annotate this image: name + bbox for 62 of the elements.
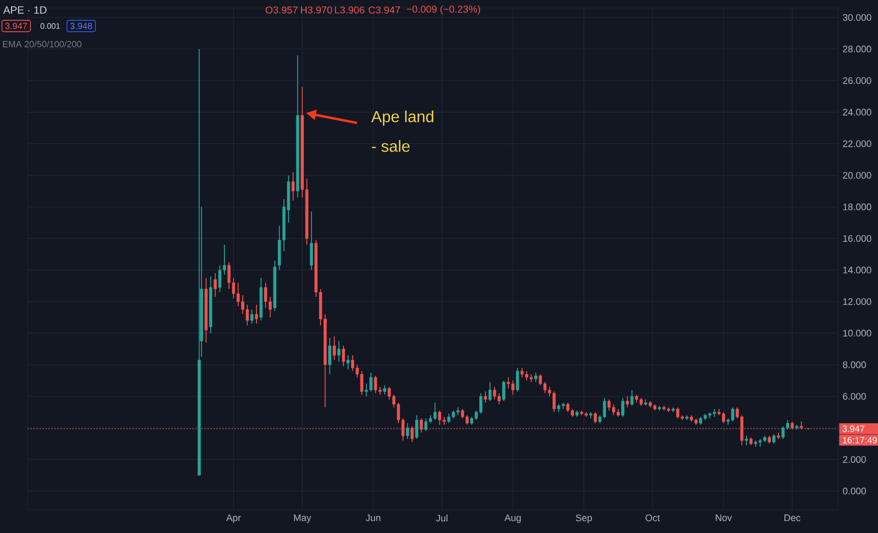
text: 16:17:49 (842, 436, 877, 444)
y-tick-label: 10.000 (843, 330, 872, 337)
candlestick (772, 434, 776, 444)
y-tick-label: 6.000 (843, 392, 866, 400)
candlestick (406, 422, 410, 440)
candlestick (502, 380, 506, 402)
candlestick (328, 337, 332, 375)
annotation: H3.970 (301, 6, 332, 14)
candlestick (488, 382, 492, 402)
x-tick-label: Jun (366, 514, 380, 522)
x-tick-label: Jul (436, 514, 448, 522)
candlestick (346, 354, 350, 370)
annotation: 0.001 (40, 23, 60, 29)
candlestick (214, 272, 217, 298)
x-tick-label: May (294, 514, 312, 524)
y-tick-label: 2.000 (843, 456, 866, 463)
candlestick (292, 172, 295, 202)
candlestick (626, 396, 629, 408)
y-tick-label: 16.000 (843, 235, 872, 242)
candlestick (332, 336, 336, 360)
y-tick-label: 12.000 (843, 298, 872, 305)
text: 3.947 (5, 22, 27, 30)
candlestick (484, 391, 487, 404)
annotation: −0.009 (−0.23%) (406, 5, 480, 15)
y-tick-label: 18.000 (843, 204, 872, 210)
x-tick-label: Dec (784, 514, 800, 522)
x-tick-label: Sep (576, 514, 592, 524)
x-tick-label: Nov (716, 514, 732, 522)
annotation: O3.957 (266, 6, 298, 14)
annotation: C3.947 (368, 6, 400, 14)
candlestick (744, 435, 748, 446)
y-tick-label: 24.000 (843, 108, 872, 116)
y-tick-label: 20.000 (843, 172, 872, 179)
candlestick (250, 309, 254, 324)
y-tick-label: 22.000 (843, 140, 872, 148)
candlestick (337, 340, 340, 362)
candlestick (621, 397, 624, 418)
candlestick (594, 412, 597, 424)
candlestick (516, 367, 519, 392)
annotation: L3.906 (335, 6, 364, 14)
y-tick-label: 8.000 (842, 361, 866, 368)
annotation: 3.948 (70, 22, 92, 30)
x-tick-label: Apr (226, 514, 241, 524)
candlestick (630, 390, 634, 406)
candlestick (534, 372, 538, 383)
y-tick-label: 28.000 (843, 46, 872, 52)
candlestick (310, 211, 313, 270)
annotation: EMA 20/50/100/200 (2, 40, 82, 48)
ref-line-label: 3.947 (842, 426, 864, 432)
x-tick-label: Aug (504, 514, 521, 524)
annotation: Ape land (371, 110, 434, 126)
y-tick-label: 14.000 (843, 266, 872, 274)
candlestick (342, 345, 345, 367)
chart-title: APE · 1D (3, 6, 46, 14)
y-tick-label: 26.000 (843, 77, 872, 84)
candlestick (383, 384, 386, 396)
candlestick (415, 414, 418, 440)
y-tick-label: 0.000 (842, 488, 866, 494)
annotation: - sale (372, 140, 410, 152)
candlestick (254, 304, 258, 324)
y-tick-label: 30.000 (842, 14, 872, 21)
x-tick-label: Oct (646, 514, 660, 522)
